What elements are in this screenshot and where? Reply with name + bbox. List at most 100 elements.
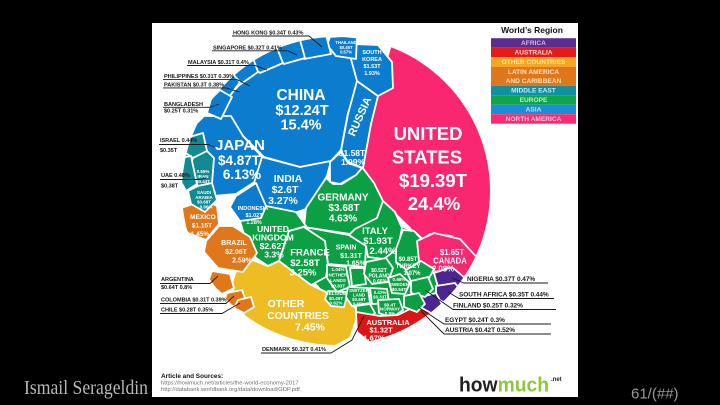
svg-text:$0.35T: $0.35T — [160, 148, 178, 154]
svg-text:$0.45T: $0.45T — [339, 45, 352, 50]
svg-text:IRAN: IRAN — [198, 174, 209, 179]
svg-text:6.13%: 6.13% — [223, 167, 261, 182]
svg-text:EUROPE: EUROPE — [520, 97, 548, 104]
svg-text:PAKISTAN $0.3T 0.38%: PAKISTAN $0.3T 0.38% — [164, 82, 224, 88]
svg-text:BANGLADESH: BANGLADESH — [164, 102, 203, 108]
svg-text:NIGERIA $0.37T 0.47%: NIGERIA $0.37T 0.47% — [467, 276, 535, 283]
svg-text:KOREA: KOREA — [362, 57, 382, 63]
svg-text:$0.85T: $0.85T — [399, 257, 418, 263]
svg-text:World’s Region: World’s Region — [501, 25, 563, 35]
svg-text:.net: .net — [551, 377, 562, 383]
svg-text:15.4%: 15.4% — [280, 118, 321, 134]
svg-text:http://databank.worldbank.org/: http://databank.worldbank.org/data/downl… — [161, 387, 300, 393]
svg-text:$0.54T: $0.54T — [392, 287, 406, 292]
svg-text:https://howmuch.net/articles/t: https://howmuch.net/articles/the-world-e… — [161, 381, 299, 387]
svg-text:COUNTRIES: COUNTRIES — [267, 310, 329, 322]
svg-text:CANADA: CANADA — [433, 257, 467, 266]
svg-text:AUSTRALIA: AUSTRALIA — [366, 318, 410, 327]
svg-text:$1.58T: $1.58T — [339, 148, 366, 158]
svg-text:ASIA: ASIA — [526, 107, 542, 114]
svg-text:howmuch: howmuch — [459, 375, 549, 397]
svg-text:$0.44T: $0.44T — [196, 179, 210, 184]
svg-text:ITALY: ITALY — [362, 226, 389, 237]
svg-text:TURKEY: TURKEY — [396, 264, 421, 270]
svg-text:PHILIPPINES $0.31T 0.39%: PHILIPPINES $0.31T 0.39% — [164, 74, 234, 80]
svg-text:1.28%: 1.28% — [246, 220, 262, 226]
svg-text:$1.02T: $1.02T — [245, 213, 263, 219]
svg-text:$4.87T: $4.87T — [218, 153, 261, 168]
svg-text:4.63%: 4.63% — [329, 214, 357, 225]
svg-text:STATES: STATES — [392, 147, 462, 168]
svg-text:2.08%: 2.08% — [432, 265, 454, 274]
svg-text:7.45%: 7.45% — [295, 322, 325, 334]
svg-text:MEXICO: MEXICO — [190, 214, 216, 221]
svg-text:1.45%: 1.45% — [191, 231, 210, 238]
svg-text:$0.68T: $0.68T — [197, 200, 211, 205]
svg-text:Ismail Serageldin: Ismail Serageldin — [24, 377, 148, 399]
svg-text:UNITED: UNITED — [394, 123, 463, 144]
svg-text:NORWAY: NORWAY — [380, 307, 400, 312]
svg-text:0.68%: 0.68% — [392, 277, 405, 282]
svg-text:$2.62T: $2.62T — [260, 241, 288, 251]
svg-text:FINLAND $0.25T 0.32%: FINLAND $0.25T 0.32% — [453, 303, 523, 310]
svg-text:BELGIUM: BELGIUM — [325, 291, 346, 296]
svg-text:$1.65T: $1.65T — [440, 248, 465, 257]
svg-text:0.57%: 0.57% — [340, 50, 352, 55]
svg-text:ARGENTINA: ARGENTINA — [161, 277, 194, 283]
svg-text:0.85%: 0.85% — [353, 302, 366, 307]
svg-text:UNITED: UNITED — [257, 224, 289, 234]
svg-text:$19.39T: $19.39T — [399, 170, 468, 191]
svg-text:3.27%: 3.27% — [268, 195, 298, 207]
svg-text:OTHER: OTHER — [268, 298, 305, 310]
svg-text:$1.53T: $1.53T — [363, 64, 381, 70]
svg-text:2.44%: 2.44% — [370, 246, 397, 257]
svg-text:UAE 0.48%: UAE 0.48% — [161, 173, 190, 179]
svg-text:SINGAPORE $0.32T 0.41%: SINGAPORE $0.32T 0.41% — [213, 45, 282, 51]
svg-text:Article and Sources:: Article and Sources: — [161, 373, 223, 380]
svg-text:0.86%: 0.86% — [200, 204, 213, 209]
svg-text:NORTH AMERICA: NORTH AMERICA — [506, 116, 562, 123]
svg-text:$2.58T: $2.58T — [290, 258, 320, 269]
svg-text:FRANCE: FRANCE — [290, 248, 330, 259]
svg-text:$0.25T 0.31%: $0.25T 0.31% — [164, 109, 198, 115]
svg-text:$2.06T: $2.06T — [225, 249, 248, 256]
svg-text:$0.33T: $0.33T — [373, 295, 387, 300]
svg-text:SWITZER: SWITZER — [349, 288, 370, 293]
svg-text:$0.52T: $0.52T — [371, 268, 387, 274]
svg-text:COLOMBIA $0.31T 0.39%: COLOMBIA $0.31T 0.39% — [161, 298, 227, 304]
svg-text:$0.83T: $0.83T — [331, 284, 345, 289]
svg-text:CHILE $0.28T 0.35%: CHILE $0.28T 0.35% — [161, 308, 213, 314]
svg-text:$12.24T: $12.24T — [275, 103, 328, 119]
svg-text:$1.93T: $1.93T — [363, 236, 393, 247]
svg-text:LATIN AMERICA: LATIN AMERICA — [508, 69, 560, 76]
svg-text:1.65%: 1.65% — [346, 261, 367, 268]
svg-text:$0.4T: $0.4T — [384, 303, 396, 308]
svg-text:3.25%: 3.25% — [290, 268, 317, 279]
svg-text:$0.49T: $0.49T — [329, 296, 343, 301]
svg-text:SOUTH AFRICA $0.35T 0.44%: SOUTH AFRICA $0.35T 0.44% — [459, 292, 549, 299]
svg-text:OTHER COUNTRIES: OTHER COUNTRIES — [502, 59, 566, 66]
svg-text:AUSTRIA $0.42T 0.52%: AUSTRIA $0.42T 0.52% — [445, 327, 515, 334]
svg-text:$0.64T 0.8%: $0.64T 0.8% — [161, 285, 192, 291]
svg-text:0.55%: 0.55% — [197, 169, 210, 174]
svg-text:LAND: LAND — [353, 293, 365, 298]
svg-text:0.42%: 0.42% — [374, 290, 387, 295]
svg-text:1.67%: 1.67% — [363, 334, 385, 343]
svg-text:POLAND: POLAND — [368, 274, 390, 280]
svg-text:SAUDI: SAUDI — [197, 190, 211, 195]
svg-text:JAPAN: JAPAN — [215, 137, 265, 154]
svg-text:SPAIN: SPAIN — [336, 245, 357, 252]
svg-text:$0.38T: $0.38T — [161, 184, 179, 190]
svg-text:0.62%: 0.62% — [329, 301, 342, 306]
svg-text:INDONESIA: INDONESIA — [238, 206, 269, 212]
svg-text:1.04%: 1.04% — [331, 267, 344, 272]
svg-text:24.4%: 24.4% — [408, 193, 460, 214]
svg-text:GERMANY: GERMANY — [317, 193, 368, 204]
svg-text:ARABIA: ARABIA — [195, 195, 213, 200]
svg-text:$2.6T: $2.6T — [272, 184, 299, 196]
svg-text:0.5%: 0.5% — [385, 311, 395, 316]
svg-text:NETHER: NETHER — [329, 273, 349, 278]
svg-text:AND CARIBBEAN: AND CARIBBEAN — [506, 78, 562, 85]
svg-text:BRAZIL: BRAZIL — [221, 240, 247, 247]
svg-text:$1.31T: $1.31T — [340, 253, 363, 260]
